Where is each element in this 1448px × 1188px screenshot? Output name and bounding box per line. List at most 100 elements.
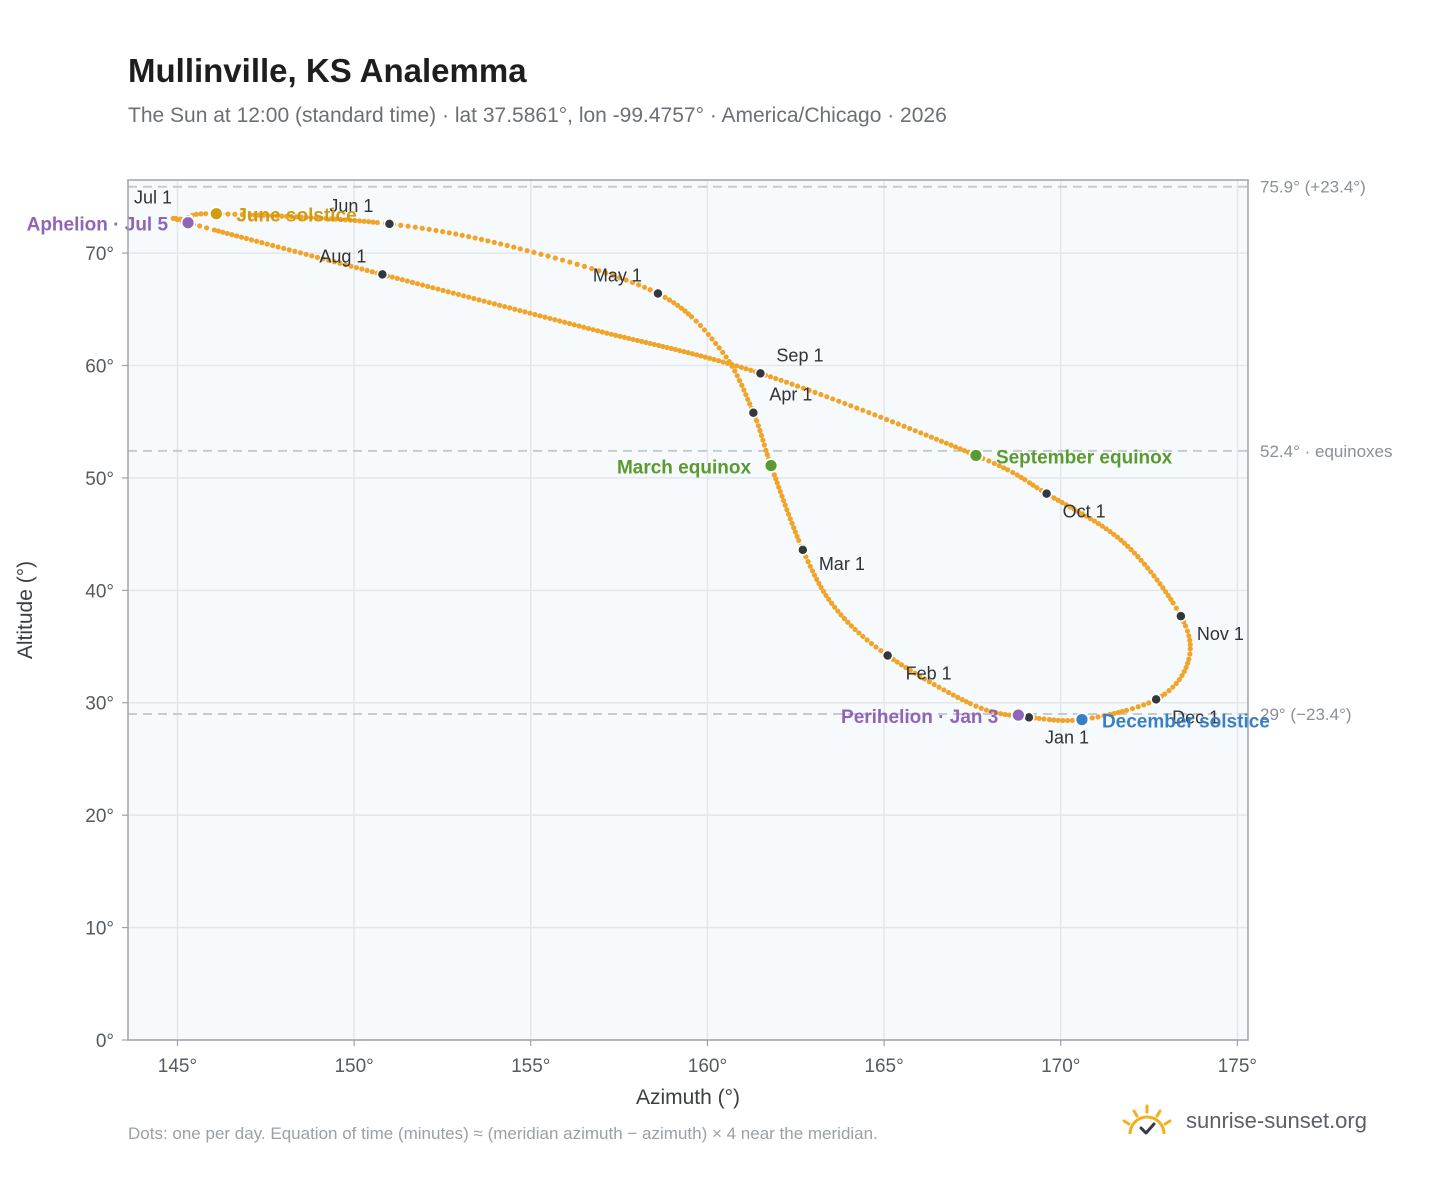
day-dot <box>764 451 770 458</box>
month-label: Apr 1 <box>769 385 812 405</box>
day-dot <box>1187 637 1193 643</box>
day-dot <box>1182 623 1189 629</box>
day-dot <box>1128 546 1134 553</box>
reference-lines: 75.9° (+23.4°) 52.4° · equinoxes 29° (−23.… <box>128 178 1393 724</box>
day-dot <box>701 327 708 333</box>
day-dot <box>917 673 923 679</box>
brand[interactable]: sunrise-sunset.org <box>1120 1104 1367 1138</box>
day-dot <box>1183 664 1189 671</box>
month-label: Jun 1 <box>329 196 373 216</box>
day-dot <box>239 211 245 218</box>
day-dot <box>331 259 337 265</box>
day-dot <box>643 339 649 346</box>
day-dot <box>832 604 838 610</box>
month-marker <box>383 218 396 230</box>
day-dot <box>1041 716 1047 722</box>
day-dot <box>1125 543 1131 549</box>
day-dot <box>496 302 503 308</box>
day-dot <box>260 212 266 218</box>
day-dot <box>1184 628 1191 634</box>
day-dot <box>269 213 275 219</box>
month-marker <box>754 367 767 380</box>
day-dot <box>309 253 315 259</box>
day-dot <box>238 234 245 240</box>
day-dot <box>414 281 421 287</box>
day-dot <box>251 212 258 218</box>
day-dot <box>491 239 497 245</box>
day-dot <box>1091 518 1098 524</box>
day-dot <box>973 703 979 709</box>
day-dot <box>809 568 816 574</box>
day-dot <box>672 346 679 353</box>
day-dot <box>453 231 459 237</box>
day-dot <box>800 385 806 391</box>
day-dot <box>1034 485 1040 491</box>
day-dot <box>405 223 411 229</box>
day-dot <box>224 230 230 237</box>
y-tick-label: 0° <box>96 1031 114 1052</box>
chart-subtitle: The Sun at 12:00 (standard time) · lat 3… <box>128 104 947 127</box>
day-dot <box>1187 646 1193 652</box>
day-dot <box>1173 680 1179 686</box>
day-dot <box>796 537 802 543</box>
day-dot <box>820 588 827 595</box>
y-tick-label: 20° <box>85 806 114 827</box>
day-dot <box>860 633 866 640</box>
event-label: June solstice <box>236 206 356 227</box>
day-dot <box>308 215 314 221</box>
day-dot <box>938 438 945 444</box>
day-dot <box>446 230 452 236</box>
day-dot <box>779 493 785 499</box>
day-dot <box>848 623 854 629</box>
day-dot <box>1187 642 1193 648</box>
day-dot <box>878 648 884 654</box>
day-dot <box>763 447 769 453</box>
day-dot <box>664 344 670 351</box>
day-dot <box>806 387 812 393</box>
day-dot <box>647 340 653 347</box>
day-dot <box>420 282 426 288</box>
day-dot <box>755 423 762 429</box>
day-dot <box>1186 656 1192 662</box>
day-dot <box>1187 651 1193 657</box>
day-dot <box>921 676 928 682</box>
day-dot <box>901 423 907 429</box>
day-dot <box>366 219 372 225</box>
day-dot <box>247 212 253 218</box>
event-label: March equinox <box>617 458 752 479</box>
day-dot <box>320 256 326 262</box>
day-dot <box>898 662 905 668</box>
day-dot <box>527 310 533 316</box>
day-dot <box>1075 508 1081 515</box>
plot-frame <box>127 179 1249 1041</box>
day-dot <box>993 710 999 716</box>
day-dot <box>807 563 813 569</box>
day-dot <box>845 619 851 625</box>
day-dot <box>961 447 967 454</box>
day-dot <box>361 218 367 224</box>
day-dot <box>729 361 735 368</box>
day-dot <box>590 327 596 333</box>
day-dot <box>1004 467 1011 473</box>
day-dot <box>991 460 997 467</box>
day-dot <box>872 412 878 418</box>
day-dot <box>889 419 896 425</box>
day-dot <box>398 222 404 228</box>
day-dot <box>895 421 901 427</box>
day-dot <box>826 596 832 602</box>
day-dot <box>1111 531 1117 537</box>
day-dot <box>963 699 969 705</box>
month-label: Dec 1 <box>1172 707 1219 727</box>
day-dot <box>623 277 629 283</box>
day-dot <box>517 246 523 252</box>
day-dot <box>511 244 517 250</box>
day-dot <box>1006 712 1012 718</box>
day-dot <box>193 211 199 217</box>
day-dot <box>1157 581 1163 587</box>
day-dot <box>502 303 508 310</box>
day-dot <box>626 335 632 342</box>
day-dot <box>537 313 543 319</box>
month-marker <box>797 544 809 556</box>
day-dot <box>1118 537 1124 543</box>
x-tick-label: 145° <box>158 1056 197 1077</box>
